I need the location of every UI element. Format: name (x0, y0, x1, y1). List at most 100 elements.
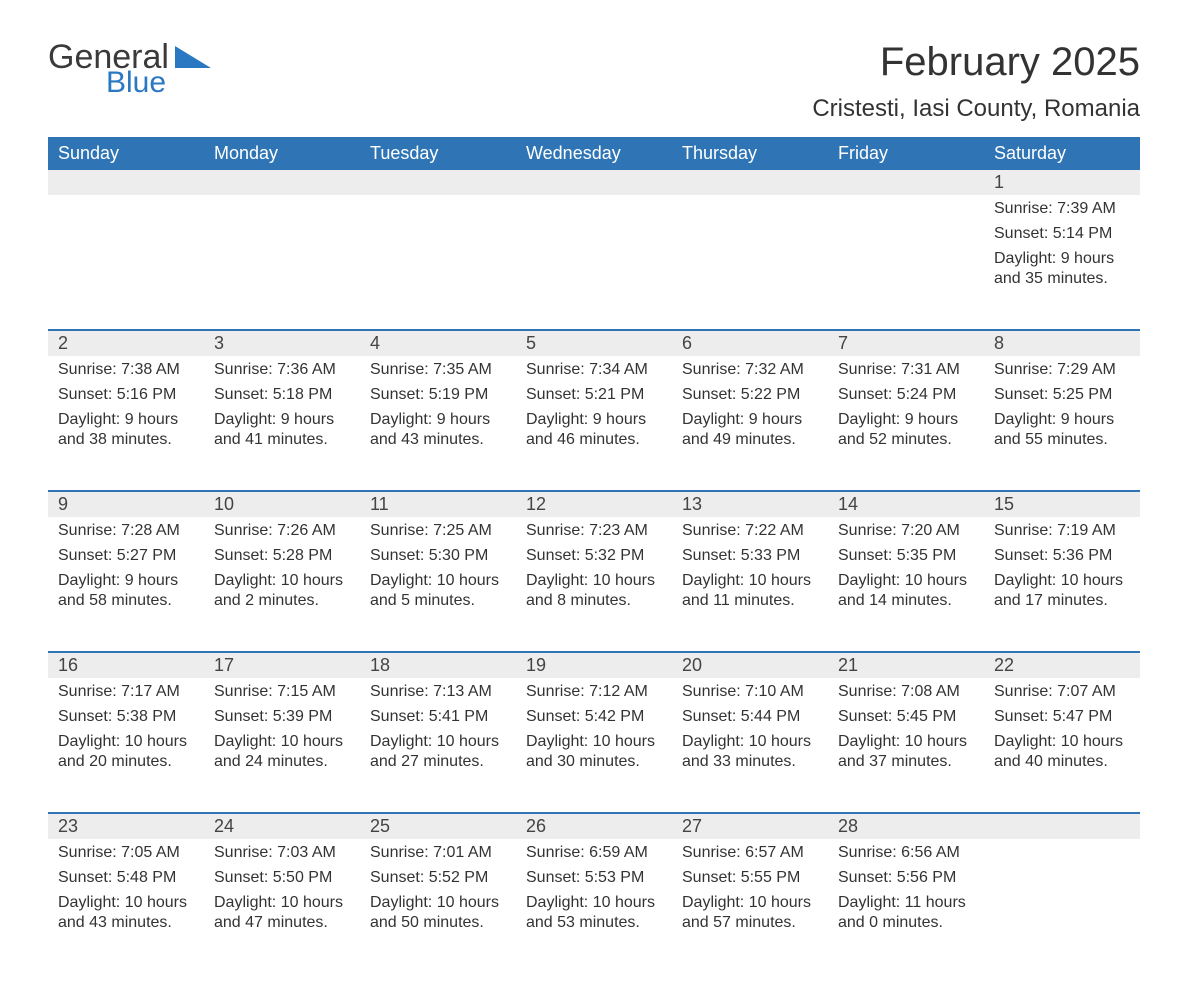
daylight-text: Daylight: 10 hours and 37 minutes. (834, 728, 978, 774)
sunrise-text: Sunrise: 7:20 AM (834, 517, 978, 542)
sunrise-text: Sunrise: 6:59 AM (522, 839, 666, 864)
sunrise-text: Sunrise: 7:17 AM (54, 678, 198, 703)
day-cell: Sunrise: 7:39 AMSunset: 5:14 PMDaylight:… (984, 195, 1140, 315)
sunrise-text: Sunrise: 7:26 AM (210, 517, 354, 542)
daylight-text: Daylight: 10 hours and 14 minutes. (834, 567, 978, 613)
day-details-row: Sunrise: 7:17 AMSunset: 5:38 PMDaylight:… (48, 678, 1140, 798)
day-number: 28 (828, 814, 984, 839)
header: General Blue February 2025 Cristesti, Ia… (48, 40, 1140, 123)
day-number: 21 (828, 653, 984, 678)
daylight-text: Daylight: 9 hours and 43 minutes. (366, 406, 510, 452)
daylight-text: Daylight: 10 hours and 47 minutes. (210, 889, 354, 935)
sunset-text: Sunset: 5:45 PM (834, 703, 978, 728)
day-number-band: 9101112131415 (48, 490, 1140, 517)
day-number-band: 16171819202122 (48, 651, 1140, 678)
sunrise-text: Sunrise: 7:28 AM (54, 517, 198, 542)
daylight-text: Daylight: 9 hours and 35 minutes. (990, 245, 1134, 291)
sunset-text: Sunset: 5:56 PM (834, 864, 978, 889)
sunrise-text: Sunrise: 7:23 AM (522, 517, 666, 542)
day-cell: Sunrise: 7:38 AMSunset: 5:16 PMDaylight:… (48, 356, 204, 476)
day-details-row: Sunrise: 7:28 AMSunset: 5:27 PM Daylight:… (48, 517, 1140, 637)
sunrise-text: Sunrise: 7:25 AM (366, 517, 510, 542)
sunset-text: Sunset: 5:47 PM (990, 703, 1134, 728)
dow-saturday: Saturday (984, 137, 1140, 170)
day-cell: Sunrise: 6:57 AMSunset: 5:55 PMDaylight:… (672, 839, 828, 959)
sunrise-text: Sunrise: 7:32 AM (678, 356, 822, 381)
daylight-text: Daylight: 11 hours and 0 minutes. (834, 889, 978, 935)
day-cell (204, 195, 360, 315)
daylight-text: Daylight: 10 hours and 43 minutes. (54, 889, 198, 935)
sunrise-text: Sunrise: 7:01 AM (366, 839, 510, 864)
sunrise-text: Sunrise: 7:31 AM (834, 356, 978, 381)
sunset-text: Sunset: 5:16 PM (54, 381, 198, 406)
week-row: 2345678Sunrise: 7:38 AMSunset: 5:16 PMDa… (48, 329, 1140, 476)
day-cell: Sunrise: 7:17 AMSunset: 5:38 PMDaylight:… (48, 678, 204, 798)
day-number: 17 (204, 653, 360, 678)
sunset-text: Sunset: 5:21 PM (522, 381, 666, 406)
location-subtitle: Cristesti, Iasi County, Romania (812, 95, 1140, 123)
day-number (48, 170, 204, 195)
day-cell (48, 195, 204, 315)
day-cell: Sunrise: 7:08 AMSunset: 5:45 PMDaylight:… (828, 678, 984, 798)
sunrise-text: Sunrise: 7:35 AM (366, 356, 510, 381)
brand-word2: Blue (106, 68, 169, 98)
sunrise-text: Sunrise: 7:39 AM (990, 195, 1134, 220)
dow-thursday: Thursday (672, 137, 828, 170)
sunset-text: Sunset: 5:28 PM (210, 542, 354, 567)
dow-monday: Monday (204, 137, 360, 170)
day-number: 3 (204, 331, 360, 356)
sunset-text: Sunset: 5:24 PM (834, 381, 978, 406)
sunrise-text: Sunrise: 7:07 AM (990, 678, 1134, 703)
day-number: 23 (48, 814, 204, 839)
daylight-text: Daylight: 10 hours and 20 minutes. (54, 728, 198, 774)
day-number: 20 (672, 653, 828, 678)
day-number: 27 (672, 814, 828, 839)
sunrise-text: Sunrise: 7:03 AM (210, 839, 354, 864)
sunset-text: Sunset: 5:27 PM (54, 542, 198, 567)
day-cell (828, 195, 984, 315)
daylight-text: Daylight: 9 hours and 49 minutes. (678, 406, 822, 452)
day-number: 9 (48, 492, 204, 517)
week-row: 16171819202122Sunrise: 7:17 AMSunset: 5:… (48, 651, 1140, 798)
sunrise-text: Sunrise: 7:38 AM (54, 356, 198, 381)
day-cell (672, 195, 828, 315)
daylight-text: Daylight: 10 hours and 5 minutes. (366, 567, 510, 613)
daylight-text: Daylight: 10 hours and 30 minutes. (522, 728, 666, 774)
daylight-text: Daylight: 10 hours and 33 minutes. (678, 728, 822, 774)
day-number-band: 1 (48, 170, 1140, 195)
day-cell: Sunrise: 7:35 AMSunset: 5:19 PMDaylight:… (360, 356, 516, 476)
day-number: 26 (516, 814, 672, 839)
weeks-container: 1Sunrise: 7:39 AMSunset: 5:14 PMDaylight… (48, 170, 1140, 959)
day-cell: Sunrise: 6:56 AMSunset: 5:56 PMDaylight:… (828, 839, 984, 959)
day-number (516, 170, 672, 195)
daylight-text: Daylight: 10 hours and 40 minutes. (990, 728, 1134, 774)
sunset-text: Sunset: 5:14 PM (990, 220, 1134, 245)
day-number (672, 170, 828, 195)
sunset-text: Sunset: 5:50 PM (210, 864, 354, 889)
day-details-row: Sunrise: 7:38 AMSunset: 5:16 PMDaylight:… (48, 356, 1140, 476)
daylight-text: Daylight: 9 hours and 38 minutes. (54, 406, 198, 452)
sunset-text: Sunset: 5:42 PM (522, 703, 666, 728)
day-cell: Sunrise: 7:07 AMSunset: 5:47 PMDaylight:… (984, 678, 1140, 798)
day-cell (360, 195, 516, 315)
day-cell: Sunrise: 7:10 AMSunset: 5:44 PMDaylight:… (672, 678, 828, 798)
day-details-row: Sunrise: 7:05 AMSunset: 5:48 PMDaylight:… (48, 839, 1140, 959)
sunset-text: Sunset: 5:18 PM (210, 381, 354, 406)
day-cell: Sunrise: 7:34 AMSunset: 5:21 PMDaylight:… (516, 356, 672, 476)
daylight-text: Daylight: 10 hours and 2 minutes. (210, 567, 354, 613)
day-number: 6 (672, 331, 828, 356)
dow-sunday: Sunday (48, 137, 204, 170)
day-cell: Sunrise: 7:05 AMSunset: 5:48 PMDaylight:… (48, 839, 204, 959)
sunrise-text: Sunrise: 7:15 AM (210, 678, 354, 703)
daylight-text: Daylight: 10 hours and 11 minutes. (678, 567, 822, 613)
daylight-text: Daylight: 10 hours and 50 minutes. (366, 889, 510, 935)
day-of-week-header: Sunday Monday Tuesday Wednesday Thursday… (48, 137, 1140, 170)
sunrise-text: Sunrise: 7:22 AM (678, 517, 822, 542)
sunrise-text: Sunrise: 7:19 AM (990, 517, 1134, 542)
day-number-band: 2345678 (48, 329, 1140, 356)
sunset-text: Sunset: 5:36 PM (990, 542, 1134, 567)
sunset-text: Sunset: 5:53 PM (522, 864, 666, 889)
day-number: 4 (360, 331, 516, 356)
sunrise-text: Sunrise: 7:08 AM (834, 678, 978, 703)
day-number: 22 (984, 653, 1140, 678)
